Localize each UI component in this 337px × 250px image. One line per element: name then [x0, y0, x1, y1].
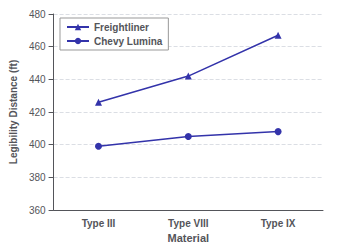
svg-text:480: 480 — [29, 9, 46, 20]
svg-text:460: 460 — [29, 41, 46, 52]
svg-text:360: 360 — [29, 205, 46, 216]
svg-text:Legibility Distance (ft): Legibility Distance (ft) — [8, 60, 19, 164]
svg-text:Type VIII: Type VIII — [168, 218, 209, 229]
svg-text:Material: Material — [168, 232, 210, 244]
svg-text:Type III: Type III — [82, 218, 116, 229]
svg-text:420: 420 — [29, 107, 46, 118]
svg-text:440: 440 — [29, 74, 46, 85]
svg-text:Freightliner: Freightliner — [94, 22, 149, 33]
svg-text:Type IX: Type IX — [261, 218, 296, 229]
svg-text:Chevy Lumina: Chevy Lumina — [94, 36, 163, 47]
svg-text:400: 400 — [29, 139, 46, 150]
svg-text:380: 380 — [29, 172, 46, 183]
